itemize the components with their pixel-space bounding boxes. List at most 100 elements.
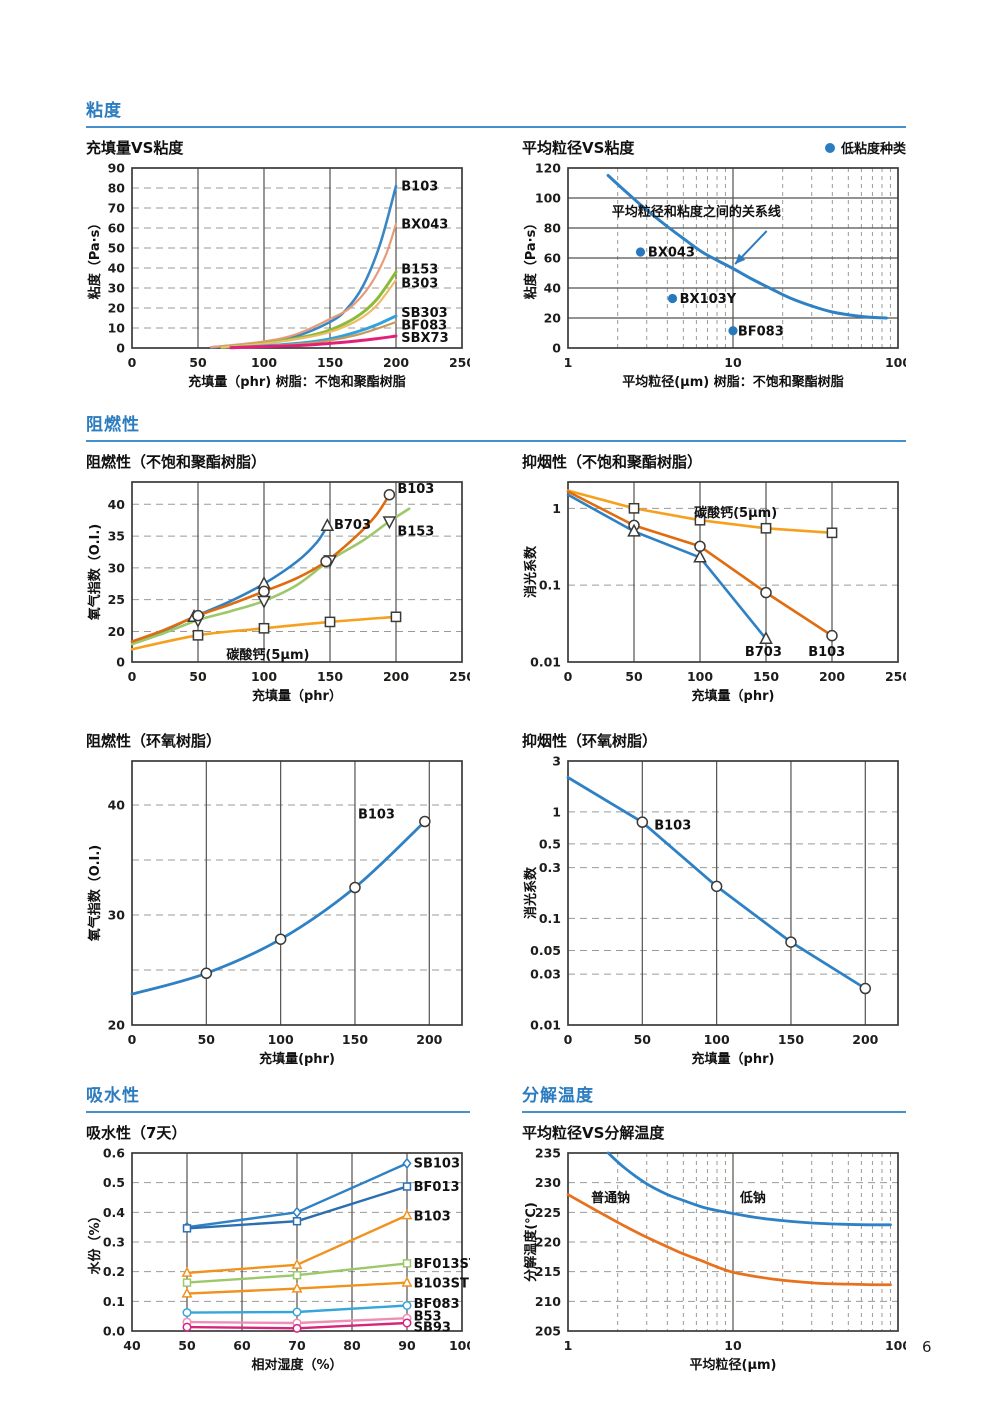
svg-text:0.1: 0.1 [539, 911, 561, 926]
annotation-低钠: 低钠 [739, 1190, 766, 1206]
svg-text:100: 100 [885, 355, 906, 370]
svg-text:100: 100 [449, 1338, 470, 1353]
series-B303 [220, 278, 398, 349]
annotation-SB103: SB103 [414, 1156, 460, 1171]
svg-text:50: 50 [108, 241, 126, 256]
svg-text:200: 200 [383, 355, 409, 370]
svg-text:0.01: 0.01 [530, 655, 561, 670]
chart-canvas-flame-epoxy: 0 50 100 150 200 20 30 40 充填量(phr) 氧气指数（O.I.) B103 [87, 760, 463, 1067]
annotation-SB303: SB303 [401, 306, 447, 321]
svg-text:100: 100 [704, 1032, 730, 1047]
svg-text:150: 150 [317, 669, 343, 684]
svg-text:50: 50 [634, 1032, 652, 1047]
section-heading-flame: 阻燃性 [86, 415, 140, 435]
series-BX043 [210, 222, 398, 349]
svg-text:150: 150 [317, 355, 343, 370]
chart-title: 吸水性（7天） [86, 1124, 187, 1142]
svg-text:200: 200 [416, 1032, 442, 1047]
svg-text:0.1: 0.1 [539, 578, 561, 593]
svg-text:120: 120 [535, 161, 561, 176]
annotation-B53: B53 [414, 1310, 442, 1325]
plot-smoke-suppression-epoxy: 0 50 100 150 200 3 1 0.5 0.3 0.1 0.05 0.03 0.01 充填量（p… [523, 754, 899, 1067]
svg-text:0.0: 0.0 [103, 1324, 125, 1339]
series-关系线 [606, 174, 888, 320]
svg-text:80: 80 [108, 181, 126, 196]
svg-text:215: 215 [535, 1264, 561, 1279]
svg-text:80: 80 [544, 221, 562, 236]
annotation-B103: B103 [397, 482, 434, 497]
svg-text:40: 40 [108, 798, 126, 813]
annotation-B103: B103 [401, 180, 438, 195]
svg-text:70: 70 [108, 201, 126, 216]
chart-water-absorption: 吸水性（7天） 40 50 60 70 80 90 100 0.0 0.1 0.2 0.3 0.4 0.… [86, 1122, 470, 1375]
svg-text:0: 0 [128, 1032, 137, 1047]
svg-text:20: 20 [544, 311, 562, 326]
svg-text:60: 60 [233, 1338, 251, 1353]
svg-text:150: 150 [778, 1032, 804, 1047]
svg-text:60: 60 [108, 221, 126, 236]
svg-text:1: 1 [564, 1338, 573, 1353]
chart-canvas-decomposition-temp: 1 10 100 205 210 215 220 225 230 235 平均粒径(μm) 分解温度(… [523, 1146, 906, 1374]
chart-title: 充填量VS粘度 [86, 139, 184, 157]
annotation-B703: B703 [745, 645, 782, 660]
chart-decomposition-temp: 平均粒径VS分解温度 1 10 100 205 210 215 220 225 230 235 平均… [522, 1122, 906, 1375]
chart-canvas-flame-up-resin: 0 50 100 150 200 250 0 20 25 30 35 40 充填量（phr） 氧气指数（O… [87, 481, 470, 704]
annotation-B153: B153 [401, 263, 438, 278]
annotation-BF013: BF013 [414, 1180, 460, 1195]
svg-text:0.6: 0.6 [103, 1146, 125, 1161]
svg-text:充填量（phr）: 充填量（phr） [252, 688, 342, 704]
page-number: 6 [922, 1338, 932, 1356]
svg-text:50: 50 [178, 1338, 196, 1353]
annotation-B703: B703 [334, 518, 371, 533]
section-rule [522, 1111, 906, 1113]
svg-text:40: 40 [544, 281, 562, 296]
annotation-B103: B103 [414, 1210, 451, 1225]
plot-smoke-suppression-up-resin: 0 50 100 150 200 250 1 0.1 0.01 充填量（phr) 消光系数 碳酸钙(5… [523, 481, 906, 704]
svg-text:1: 1 [564, 355, 573, 370]
section-rule [86, 1111, 470, 1113]
svg-text:250: 250 [449, 669, 470, 684]
section-rule [86, 440, 906, 442]
svg-text:水份（%）: 水份（%） [87, 1209, 103, 1274]
series-B103 [209, 184, 398, 349]
legend-low-viscosity: 低粘度种类 [824, 138, 906, 157]
legend-dot-icon [824, 142, 835, 153]
annotation-碳酸钙(5μm): 碳酸钙(5μm) [226, 647, 309, 663]
svg-text:100: 100 [268, 1032, 294, 1047]
svg-text:1: 1 [552, 804, 561, 819]
svg-text:平均粒径(μm) 树脂：不饱和聚酯树脂: 平均粒径(μm) 树脂：不饱和聚酯树脂 [622, 374, 844, 390]
svg-text:0: 0 [116, 655, 125, 670]
annotation-BX043: BX043 [401, 218, 448, 233]
svg-text:0.5: 0.5 [103, 1175, 125, 1190]
svg-text:氧气指数（O.I.): 氧气指数（O.I.) [87, 524, 103, 621]
svg-text:25: 25 [108, 592, 125, 607]
svg-text:氧气指数（O.I.): 氧气指数（O.I.) [87, 845, 103, 942]
svg-text:35: 35 [108, 529, 125, 544]
svg-text:0.2: 0.2 [103, 1264, 125, 1279]
legend-label: 低粘度种类 [840, 142, 906, 157]
svg-text:相对湿度（%）: 相对湿度（%） [251, 1357, 342, 1373]
chart-canvas-water-absorption: 40 50 60 70 80 90 100 0.0 0.1 0.2 0.3 0.4 0.5 0.6 相对湿度… [87, 1146, 470, 1374]
section-heading-viscosity: 粘度 [86, 101, 122, 121]
svg-text:0: 0 [128, 355, 137, 370]
svg-text:150: 150 [342, 1032, 368, 1047]
series-B103 [130, 820, 427, 996]
annotation-碳酸钙(5μm): 碳酸钙(5μm) [694, 505, 777, 521]
svg-text:充填量（phr): 充填量（phr) [692, 1051, 775, 1067]
annotation-普通钠: 普通钠 [591, 1190, 630, 1206]
series-普通钠 [566, 1193, 892, 1287]
svg-text:250: 250 [885, 669, 906, 684]
svg-text:消光系数: 消光系数 [523, 866, 539, 919]
svg-text:50: 50 [189, 669, 207, 684]
svg-text:90: 90 [398, 1338, 416, 1353]
svg-text:100: 100 [251, 669, 277, 684]
svg-text:80: 80 [343, 1338, 361, 1353]
svg-text:20: 20 [108, 624, 126, 639]
svg-text:210: 210 [535, 1294, 561, 1309]
annotation-BX103Y: BX103Y [680, 292, 737, 307]
chart-smoke-epoxy: 抑烟性（环氧树脂） 0 50 100 150 200 3 1 0.5 0.3 0.1 0.05 0.0… [522, 730, 906, 1069]
chart-fill-vs-viscosity: 充填量VS粘度 0 50 100 150 200 250 0 10 20 30 40 50 60 70 80… [86, 137, 470, 392]
annotation-SB93: SB93 [414, 1320, 451, 1335]
chart-title: 抑烟性（环氧树脂） [522, 732, 658, 750]
svg-text:205: 205 [535, 1324, 561, 1339]
